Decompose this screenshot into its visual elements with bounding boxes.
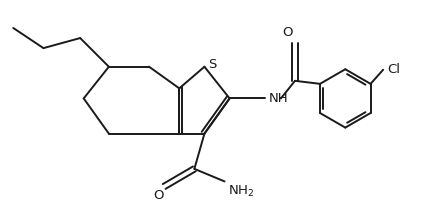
- Text: Cl: Cl: [387, 63, 400, 76]
- Text: NH: NH: [269, 92, 288, 105]
- Text: NH$_2$: NH$_2$: [227, 184, 254, 199]
- Text: S: S: [208, 58, 217, 71]
- Text: O: O: [283, 26, 293, 39]
- Text: O: O: [153, 189, 163, 202]
